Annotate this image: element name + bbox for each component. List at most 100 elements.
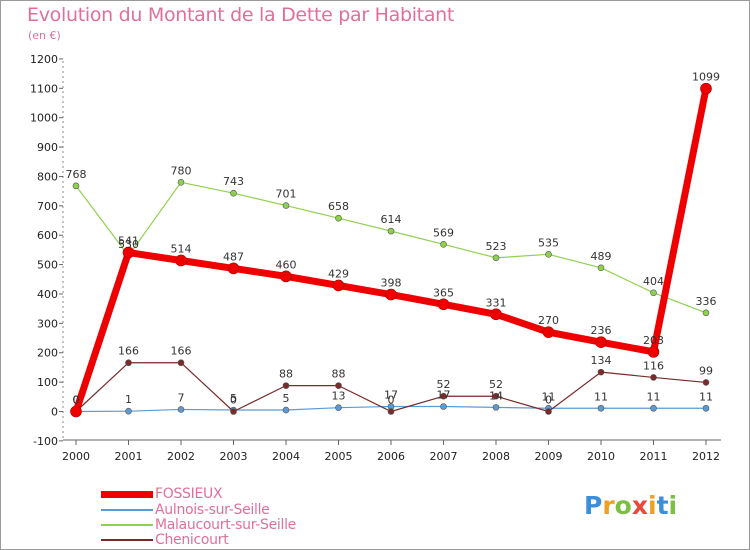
legend-item: Aulnois-sur-Seille [101, 502, 270, 518]
data-label-malaucourt-sur-seille: 523 [486, 240, 507, 253]
data-label-aulnois-sur-seille: 17 [384, 389, 398, 402]
data-point-aulnois-sur-seille [702, 404, 710, 412]
data-label-aulnois-sur-seille: 0 [73, 394, 80, 407]
data-point-fossieux [70, 405, 82, 418]
data-label-aulnois-sur-seille: 11 [542, 390, 556, 403]
data-label-aulnois-sur-seille: 1 [125, 393, 132, 406]
x-tick-label: 2004 [272, 450, 300, 463]
data-point-aulnois-sur-seille [282, 406, 290, 414]
y-tick-label: 600 [37, 229, 58, 242]
x-tick-label: 2006 [377, 450, 405, 463]
y-tick-label: 800 [37, 170, 58, 183]
data-point-chenicourt [440, 392, 447, 400]
data-point-fossieux [647, 346, 660, 358]
data-label-malaucourt-sur-seille: 658 [328, 200, 349, 213]
data-point-aulnois-sur-seille [492, 404, 500, 411]
data-label-chenicourt: 88 [332, 368, 346, 381]
data-point-fossieux [595, 336, 607, 348]
data-label-aulnois-sur-seille: 14 [489, 389, 503, 402]
x-tick-label: 2008 [482, 450, 510, 463]
data-label-malaucourt-sur-seille: 336 [696, 295, 717, 308]
chart-title: Evolution du Montant de la Dette par Hab… [27, 4, 455, 26]
legend-label: Aulnois-sur-Seille [155, 502, 270, 518]
data-label-fossieux: 429 [328, 267, 349, 280]
data-point-malaucourt-sur-seille [230, 189, 237, 197]
y-tick-label: 900 [37, 141, 58, 154]
data-label-malaucourt-sur-seille: 404 [643, 275, 664, 288]
data-label-fossieux: 0 [73, 394, 80, 407]
data-label-chenicourt: 52 [489, 378, 503, 391]
data-point-malaucourt-sur-seille [177, 179, 185, 186]
data-label-chenicourt: 166 [118, 345, 139, 358]
data-label-aulnois-sur-seille: 5 [283, 392, 290, 405]
legend-item: Chenicourt [101, 532, 229, 548]
data-point-fossieux [280, 270, 292, 283]
data-point-malaucourt-sur-seille [650, 289, 657, 297]
logo-letter: i [668, 491, 678, 520]
data-label-fossieux: 270 [538, 314, 559, 327]
x-tick-label: 2003 [220, 450, 248, 463]
data-point-aulnois-sur-seille [597, 404, 605, 412]
logo-letter: t [656, 491, 669, 520]
data-label-chenicourt: 0 [230, 394, 237, 407]
data-label-aulnois-sur-seille: 13 [332, 390, 346, 403]
data-point-malaucourt-sur-seille [72, 182, 80, 190]
unit-label: (en €) [28, 29, 61, 42]
legend-swatch [101, 490, 153, 498]
axes: -100010020030040050060070080090010001100… [30, 53, 721, 463]
legend-item: FOSSIEUX [101, 486, 223, 502]
legend-swatch [101, 524, 153, 526]
data-label-chenicourt: 99 [699, 364, 713, 377]
data-point-aulnois-sur-seille [650, 404, 657, 412]
x-tick-label: 2005 [325, 450, 353, 463]
y-tick-label: 500 [37, 259, 58, 272]
data-label-malaucourt-sur-seille: 530 [118, 238, 139, 251]
y-tick-label: 100 [37, 376, 58, 389]
data-label-aulnois-sur-seille: 11 [699, 390, 713, 403]
data-point-fossieux [332, 279, 345, 292]
data-label-aulnois-sur-seille: 5 [230, 392, 237, 405]
data-label-chenicourt: 52 [437, 378, 451, 391]
y-tick-label: 200 [37, 347, 58, 360]
data-label-chenicourt: 0 [545, 394, 552, 407]
data-point-aulnois-sur-seille [125, 407, 132, 415]
y-tick-label: 300 [37, 317, 58, 330]
data-label-aulnois-sur-seille: 11 [647, 390, 661, 403]
data-point-chenicourt [492, 392, 500, 400]
logo-letter: r [602, 491, 615, 520]
data-point-chenicourt [335, 382, 342, 389]
data-point-aulnois-sur-seille [177, 406, 185, 413]
data-point-fossieux [122, 246, 135, 259]
y-tick-label: 400 [37, 288, 58, 301]
legend-item: Malaucourt-sur-Seille [101, 517, 296, 533]
data-label-malaucourt-sur-seille: 743 [223, 175, 244, 188]
data-point-chenicourt [177, 359, 185, 367]
data-label-fossieux: 203 [643, 334, 664, 347]
legend-label: FOSSIEUX [155, 486, 223, 502]
data-point-chenicourt [125, 359, 132, 367]
x-tick-label: 2009 [535, 450, 563, 463]
logo-letter: o [614, 491, 632, 520]
data-point-chenicourt [387, 408, 395, 415]
y-tick-label: 0 [51, 406, 58, 419]
data-point-chenicourt [650, 374, 657, 381]
data-label-malaucourt-sur-seille: 614 [381, 213, 402, 226]
data-label-fossieux: 487 [223, 250, 244, 263]
y-tick-label: -100 [33, 435, 58, 448]
data-point-fossieux [227, 262, 240, 275]
data-point-fossieux [700, 82, 712, 95]
data-point-chenicourt [597, 368, 605, 376]
data-point-aulnois-sur-seille [440, 403, 447, 410]
data-point-chenicourt [702, 379, 710, 386]
legend-swatch [101, 539, 153, 541]
x-tick-label: 2002 [167, 450, 195, 463]
data-point-malaucourt-sur-seille [545, 251, 552, 258]
data-label-malaucourt-sur-seille: 768 [66, 168, 87, 181]
data-label-malaucourt-sur-seille: 535 [538, 236, 559, 249]
proxiti-logo: Proxiti [584, 491, 677, 520]
legend-label: Malaucourt-sur-Seille [155, 517, 296, 533]
data-point-fossieux [542, 326, 555, 338]
y-tick-label: 1100 [30, 82, 58, 95]
